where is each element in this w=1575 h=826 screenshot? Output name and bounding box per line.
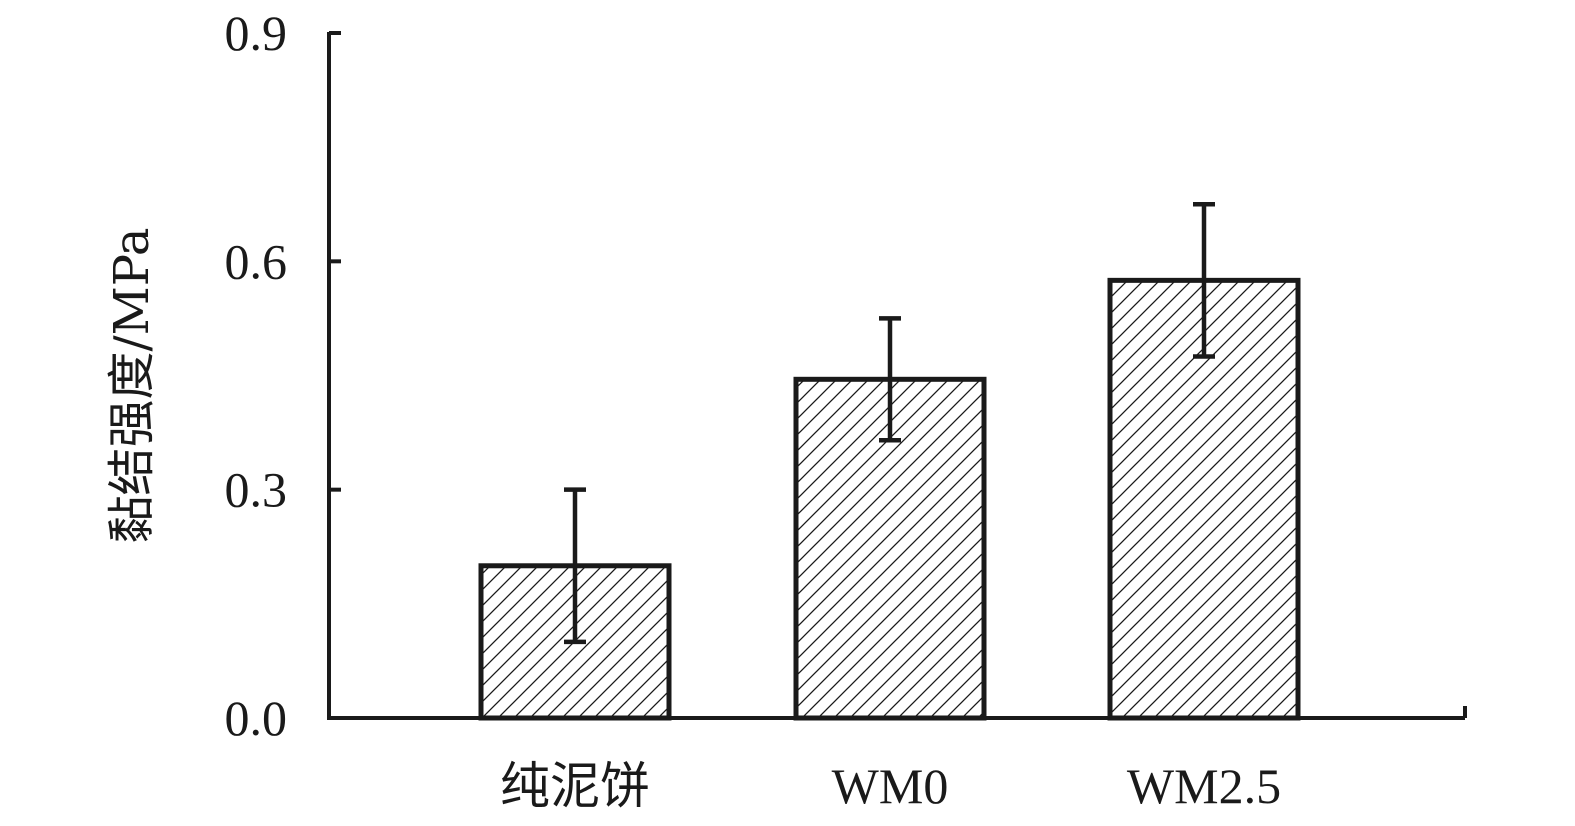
y-tick-label: 0.9 xyxy=(225,5,288,61)
x-category-label: WM0 xyxy=(832,758,949,814)
x-category-label: 纯泥饼 xyxy=(500,758,650,814)
y-axis-title: 黏结强度/MPa xyxy=(104,227,160,543)
y-tick-label: 0.0 xyxy=(225,690,288,746)
y-ticks-group: 0.0 0.3 0.6 0.9 xyxy=(225,5,341,746)
y-tick-label: 0.6 xyxy=(225,233,288,289)
y-tick-label: 0.3 xyxy=(225,462,288,518)
x-category-label: WM2.5 xyxy=(1127,758,1281,814)
error-bars-group xyxy=(564,202,1215,645)
x-labels-group: 纯泥饼 WM0 WM2.5 xyxy=(500,758,1281,814)
